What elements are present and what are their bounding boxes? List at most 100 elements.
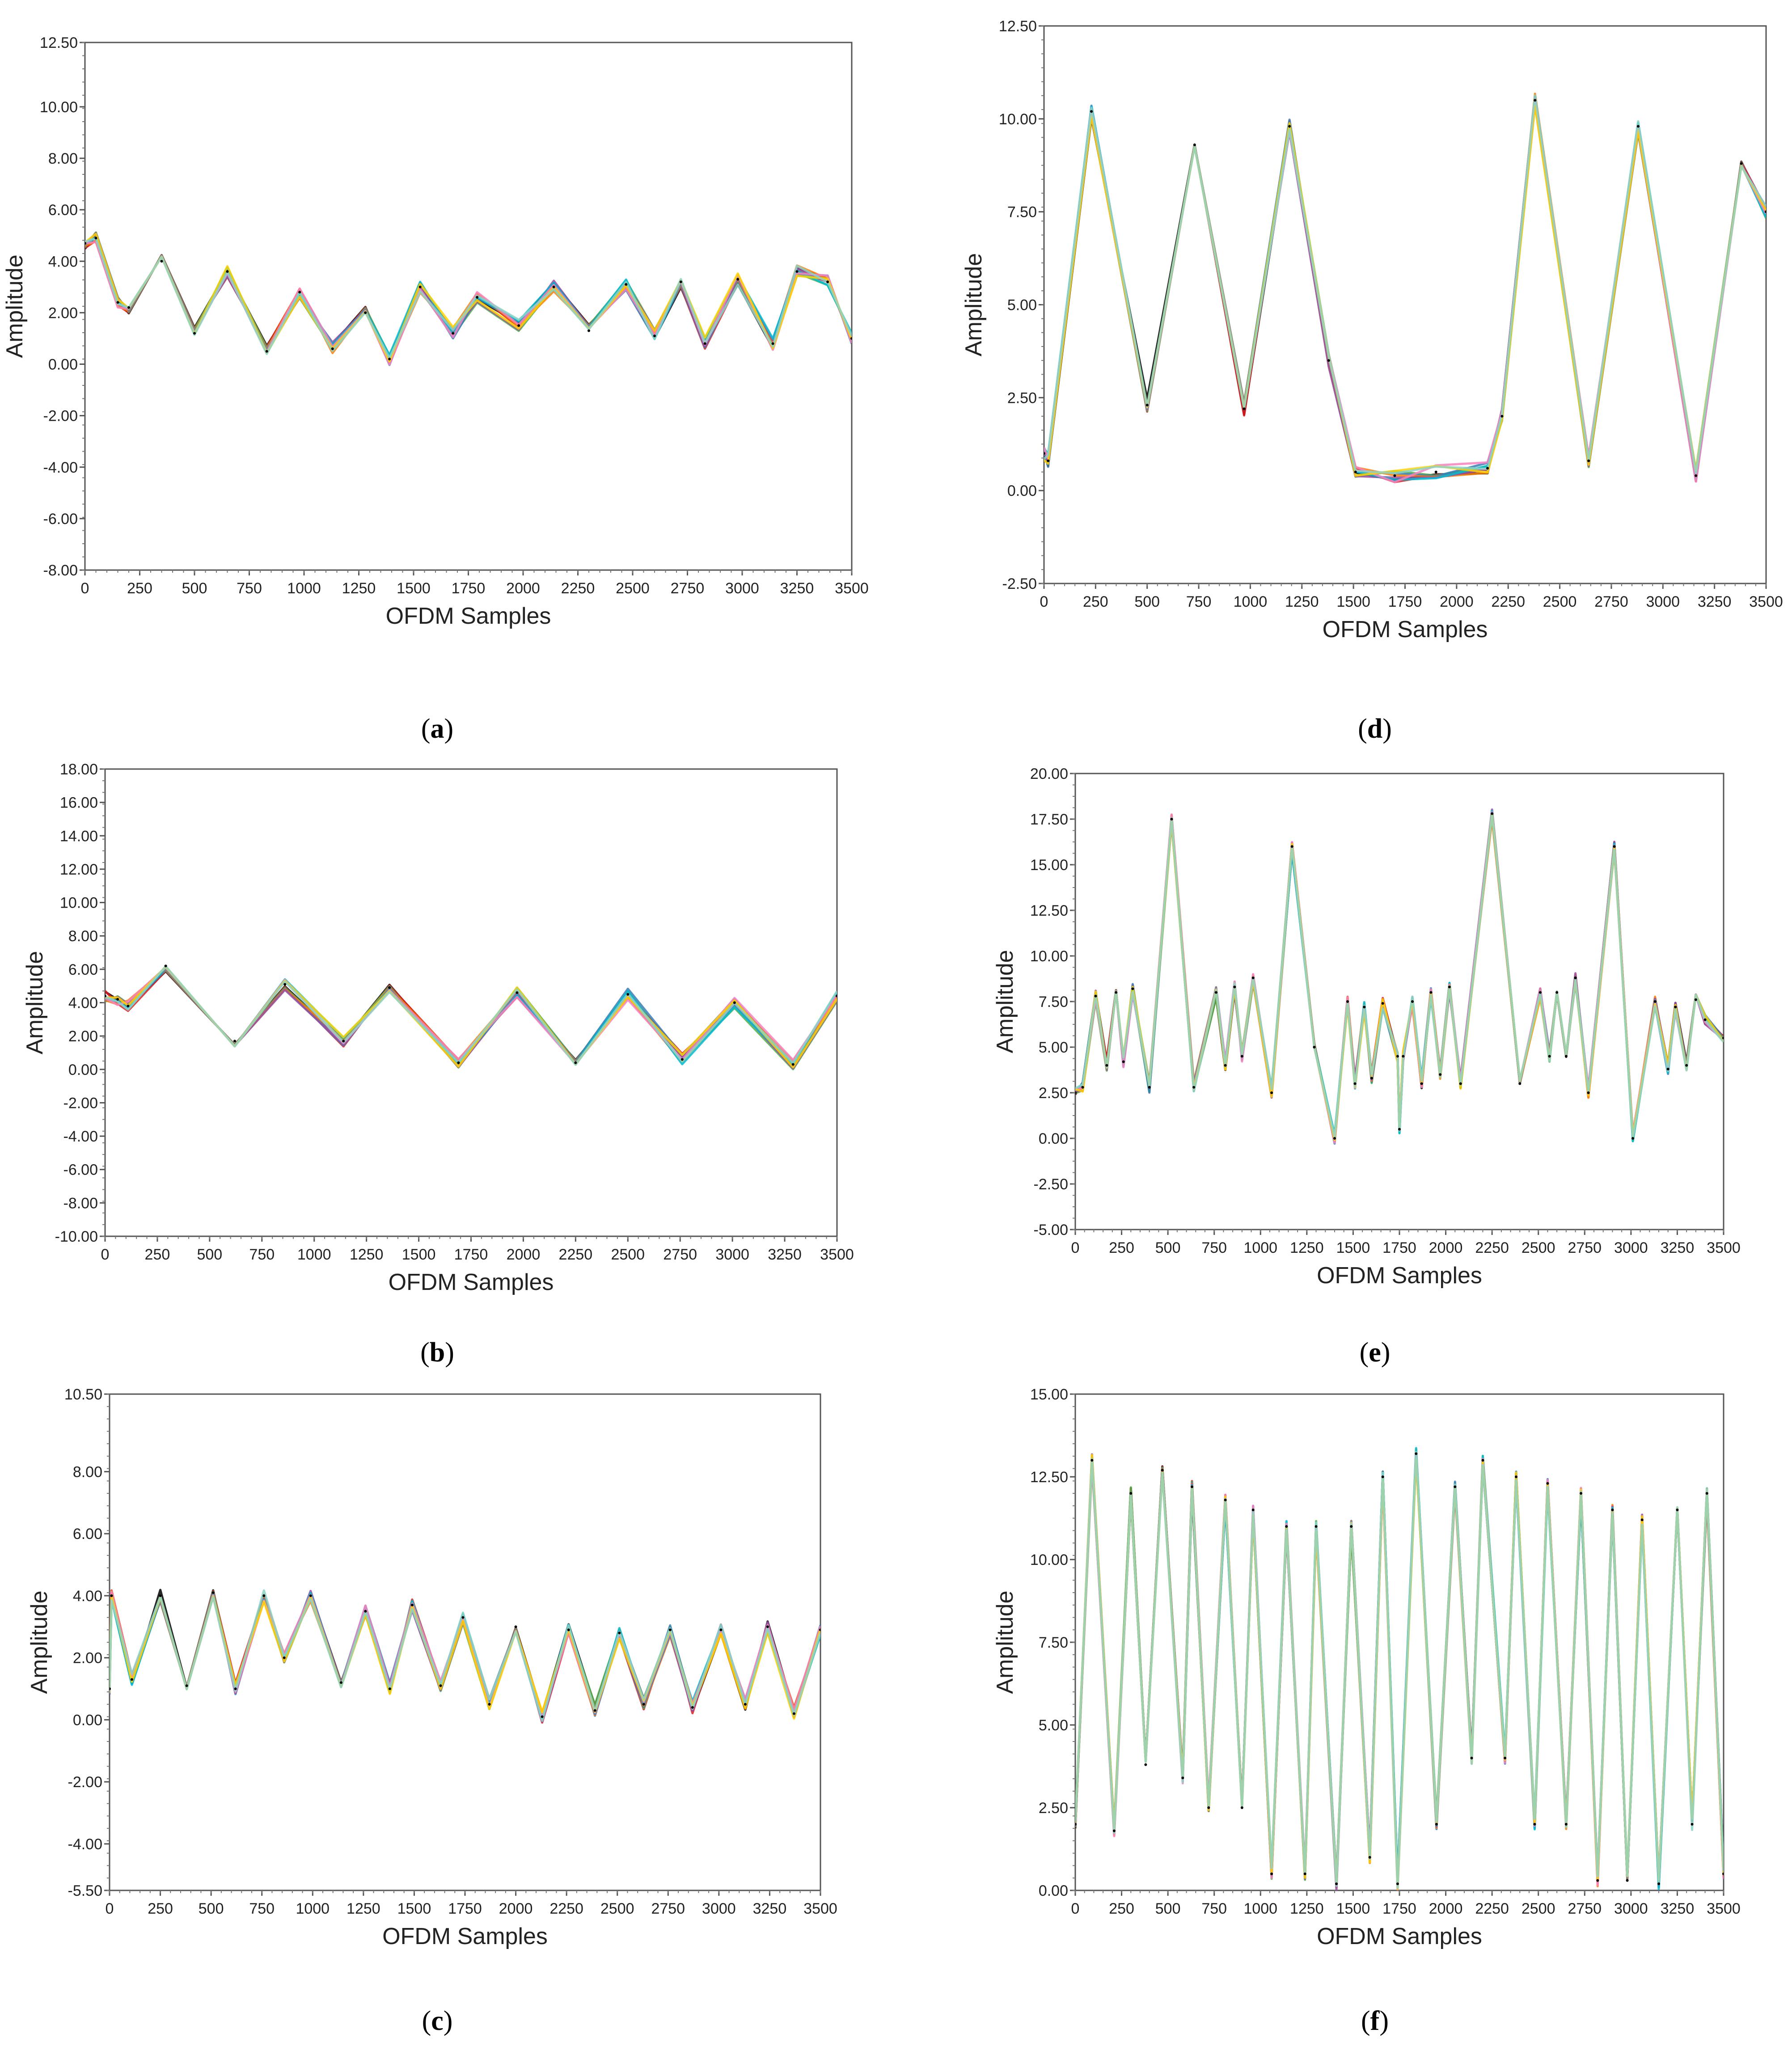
y-tick-label: 4.00: [68, 995, 98, 1012]
data-point: [1251, 1509, 1255, 1511]
data-point: [1075, 1091, 1077, 1094]
data-point: [1370, 1077, 1373, 1080]
data-point: [1439, 1073, 1442, 1076]
data-point: [1534, 99, 1537, 102]
y-axis-title: Amplitude: [992, 1590, 1018, 1694]
data-point: [1676, 1509, 1679, 1511]
data-point: [1044, 452, 1045, 455]
data-point: [1685, 1064, 1688, 1067]
data-point: [1170, 818, 1173, 820]
data-point: [552, 285, 555, 288]
data-point: [1420, 1082, 1423, 1085]
data-point: [339, 1681, 342, 1684]
data-point: [262, 1594, 266, 1597]
x-tick-label: 2750: [663, 1246, 697, 1263]
x-tick-label: 0: [1071, 1239, 1080, 1256]
data-point: [1626, 1879, 1629, 1882]
y-tick-label: -5.00: [1034, 1222, 1069, 1239]
x-tick-label: 2500: [1543, 593, 1577, 610]
data-point: [1636, 125, 1640, 128]
y-tick-label: -10.00: [55, 1228, 98, 1245]
data-point: [653, 334, 656, 338]
y-tick-label: 0.00: [1007, 482, 1037, 499]
data-point: [410, 1603, 414, 1606]
x-tick-label: 250: [1109, 1900, 1134, 1917]
data-point: [1381, 1002, 1384, 1005]
data-point: [744, 1703, 747, 1706]
x-tick-label: 3250: [1661, 1900, 1695, 1917]
x-tick-label: 250: [148, 1900, 173, 1917]
data-point: [130, 1678, 133, 1681]
y-tick-label: 8.00: [48, 150, 78, 167]
y-tick-label: 12.50: [1030, 902, 1068, 919]
data-point: [587, 329, 590, 332]
x-tick-label: 500: [197, 1246, 222, 1263]
series-line: [110, 1589, 820, 1722]
data-point: [1434, 470, 1437, 473]
data-point: [733, 1001, 736, 1004]
data-point: [836, 994, 837, 998]
data-point: [1555, 991, 1559, 994]
x-tick-label: 250: [1083, 593, 1108, 610]
x-tick-label: 750: [249, 1246, 275, 1263]
x-tick-label: 2750: [1568, 1239, 1602, 1256]
data-point: [1765, 210, 1766, 213]
data-point: [211, 1591, 215, 1594]
x-axis-title: OFDM Samples: [1323, 617, 1488, 643]
data-point: [1722, 1036, 1724, 1040]
data-point: [1587, 459, 1590, 462]
x-tick-label: 2250: [1475, 1239, 1509, 1256]
data-point: [1533, 1823, 1536, 1826]
data-point: [265, 350, 268, 353]
y-tick-label: 2.50: [1039, 1800, 1068, 1817]
data-point: [1270, 1873, 1273, 1875]
data-point: [795, 270, 799, 273]
x-tick-label: 1000: [1243, 1239, 1277, 1256]
x-tick-label: 2750: [1568, 1900, 1602, 1917]
data-point: [439, 1684, 442, 1687]
data-point: [1094, 994, 1097, 998]
x-tick-label: 2250: [1475, 1900, 1509, 1917]
y-tick-label: -4.00: [63, 1128, 98, 1145]
x-tick-label: 1500: [397, 580, 431, 597]
trace-bundle: [85, 231, 852, 366]
data-point: [736, 278, 740, 281]
data-point: [1518, 1082, 1522, 1085]
x-tick-label: 3500: [1749, 593, 1783, 610]
data-point: [517, 324, 520, 327]
data-point: [1587, 1091, 1590, 1094]
data-point: [110, 1594, 113, 1597]
data-point: [1288, 125, 1291, 128]
data-point: [1580, 1492, 1582, 1495]
y-tick-label: 2.50: [1039, 1085, 1068, 1102]
data-point: [159, 1594, 162, 1597]
data-point: [1224, 1498, 1227, 1501]
x-tick-label: 2750: [1594, 593, 1628, 610]
data-point: [85, 241, 86, 245]
data-point: [1368, 1856, 1371, 1859]
data-point: [626, 993, 630, 996]
data-point: [1396, 1882, 1399, 1885]
data-point: [791, 1063, 795, 1066]
data-point: [1192, 1086, 1196, 1089]
y-tick-label: 2.00: [48, 304, 78, 321]
x-tick-label: 250: [145, 1246, 170, 1263]
data-point: [1047, 459, 1050, 462]
y-tick-label: 4.00: [48, 253, 78, 270]
data-point: [1081, 1086, 1084, 1089]
data-point: [298, 291, 301, 294]
data-point: [1346, 1000, 1349, 1003]
data-point: [1470, 1757, 1473, 1759]
x-tick-label: 750: [237, 580, 262, 597]
data-point: [331, 347, 334, 350]
data-point: [1350, 1525, 1353, 1528]
data-point: [488, 1703, 491, 1706]
data-point: [1486, 467, 1489, 470]
data-point: [567, 1628, 570, 1632]
y-axis-title: Amplitude: [992, 950, 1018, 1053]
y-axis-title: Amplitude: [26, 1590, 52, 1694]
x-tick-label: 3000: [715, 1246, 749, 1263]
data-point: [1193, 144, 1196, 147]
x-tick-label: 2000: [1440, 593, 1474, 610]
x-tick-label: 2500: [616, 580, 650, 597]
